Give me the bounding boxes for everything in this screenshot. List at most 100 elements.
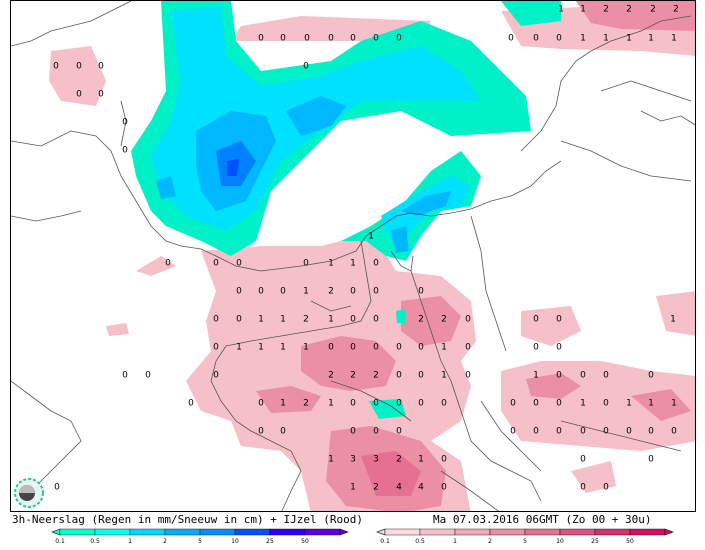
map-value-label: 0: [465, 343, 471, 353]
ice-precipitation-areas: [49, 1, 695, 511]
map-value-label: 0: [98, 90, 104, 100]
map-value-label: 1: [280, 315, 286, 325]
map-value-label: 0: [396, 343, 402, 353]
map-value-label: 0: [510, 399, 516, 409]
map-value-label: 0: [418, 371, 424, 381]
map-value-label: 0: [580, 483, 586, 493]
map-value-label: 0: [556, 343, 562, 353]
map-value-label: 1: [648, 34, 654, 44]
legend-tick-label: 2: [488, 538, 492, 545]
map-value-label: 0: [213, 371, 219, 381]
legend-tick-label: 2: [163, 538, 167, 545]
legend-swatch: [629, 528, 666, 536]
map-value-label: 0: [418, 343, 424, 353]
map-value-label: 0: [441, 455, 447, 465]
map-value-label: 2: [673, 5, 679, 15]
legend-tick-label: 10: [231, 538, 239, 545]
map-value-label: 1: [580, 34, 586, 44]
map-value-label: 0: [280, 287, 286, 297]
map-value-label: 0: [213, 315, 219, 325]
map-value-label: 1: [328, 399, 334, 409]
legend-tick-label: 0.1: [55, 538, 65, 545]
legend-tick-label: 1: [128, 538, 132, 545]
legend-swatch: [524, 528, 561, 536]
legend-tick-label: 0.5: [415, 538, 425, 545]
map-value-label: 2: [603, 5, 609, 15]
map-value-label: 0: [236, 315, 242, 325]
legend-tick-label: 5: [523, 538, 527, 545]
map-value-label: 0: [580, 371, 586, 381]
map-value-label: 0: [236, 259, 242, 269]
map-value-label: 2: [328, 287, 334, 297]
map-value-label: 0: [350, 34, 356, 44]
map-value-label: 0: [373, 399, 379, 409]
map-value-label: 0: [350, 287, 356, 297]
legend-tick-label: 50: [626, 538, 634, 545]
map-value-label: 1: [258, 315, 264, 325]
map-value-label: 0: [350, 315, 356, 325]
map-value-label: 0: [441, 483, 447, 493]
map-value-label: 1: [670, 315, 676, 325]
map-value-label: 2: [328, 371, 334, 381]
color-legends: 0.1 0.5 1 2 5 10 25 50 0.1 0.5 1 2 5 10 25 50: [0, 528, 705, 546]
map-value-label: 0: [533, 315, 539, 325]
map-value-label: 0: [556, 427, 562, 437]
map-value-label: 2: [350, 371, 356, 381]
map-value-label: 1: [441, 371, 447, 381]
legend-arrow-right: [339, 528, 349, 536]
rain-snow-areas: [131, 1, 561, 419]
legend-swatch: [489, 528, 526, 536]
map-value-label: 0: [303, 62, 309, 72]
map-value-label: 0: [373, 34, 379, 44]
map-value-label: 0: [258, 34, 264, 44]
map-value-label: 2: [373, 483, 379, 493]
map-value-label: 1: [280, 343, 286, 353]
map-value-label: 0: [258, 427, 264, 437]
caption-datetime: Ma 07.03.2016 06GMT (Zo 00 + 30u): [433, 513, 652, 526]
legend-tick-label: 25: [591, 538, 599, 545]
map-value-label: 0: [603, 427, 609, 437]
map-value-label: 2: [418, 315, 424, 325]
map-value-label: 0: [510, 427, 516, 437]
legend-canvas: 0.1 0.5 1 2 5 10 25 50 0.1 0.5 1 2 5 10 25 50: [51, 528, 674, 545]
map-value-label: 0: [373, 427, 379, 437]
map-value-label: 0: [373, 315, 379, 325]
map-value-label: 1: [580, 5, 586, 15]
map-value-label: 0: [648, 371, 654, 381]
map-value-label: 0: [303, 259, 309, 269]
map-value-label: 1: [626, 399, 632, 409]
map-value-label: 0: [122, 146, 128, 156]
map-value-label: 1: [303, 287, 309, 297]
map-value-label: 0: [441, 399, 447, 409]
map-value-label: 0: [122, 118, 128, 128]
legend-swatch: [129, 528, 166, 536]
map-value-label: 2: [441, 315, 447, 325]
map-value-label: 0: [165, 259, 171, 269]
map-value-label: 1: [603, 34, 609, 44]
legend-arrow-left: [51, 528, 61, 536]
map-value-label: 1: [626, 34, 632, 44]
map-value-label: 0: [533, 427, 539, 437]
map-value-label: 0: [556, 399, 562, 409]
legend-tick-label: 25: [266, 538, 274, 545]
map-value-label: 0: [556, 34, 562, 44]
map-value-label: 0: [556, 371, 562, 381]
ice-legend: 0.1 0.5 1 2 5 10 25 50: [376, 528, 674, 545]
map-value-labels: 0 0 0 0 0 0 0 0 0 0 0 1 1 1 1 1 1 1 2 2 2 2 0 0 0 0 0 0 0 0 0 0 0 1 1 0 1 0 0 0…: [53, 5, 679, 493]
map-value-label: 0: [671, 427, 677, 437]
legend-swatch: [384, 528, 421, 536]
map-value-label: 1: [671, 399, 677, 409]
map-value-label: 1: [350, 483, 356, 493]
map-value-label: 1: [350, 259, 356, 269]
map-value-label: 1: [580, 399, 586, 409]
map-value-label: 0: [122, 371, 128, 381]
legend-swatch: [269, 528, 306, 536]
map-value-label: 1: [558, 5, 564, 15]
map-value-label: 0: [350, 343, 356, 353]
map-value-label: 0: [258, 399, 264, 409]
map-value-label: 0: [258, 287, 264, 297]
map-value-label: 0: [76, 90, 82, 100]
map-value-label: 0: [533, 399, 539, 409]
map-value-label: 0: [396, 34, 402, 44]
map-value-label: 0: [350, 399, 356, 409]
